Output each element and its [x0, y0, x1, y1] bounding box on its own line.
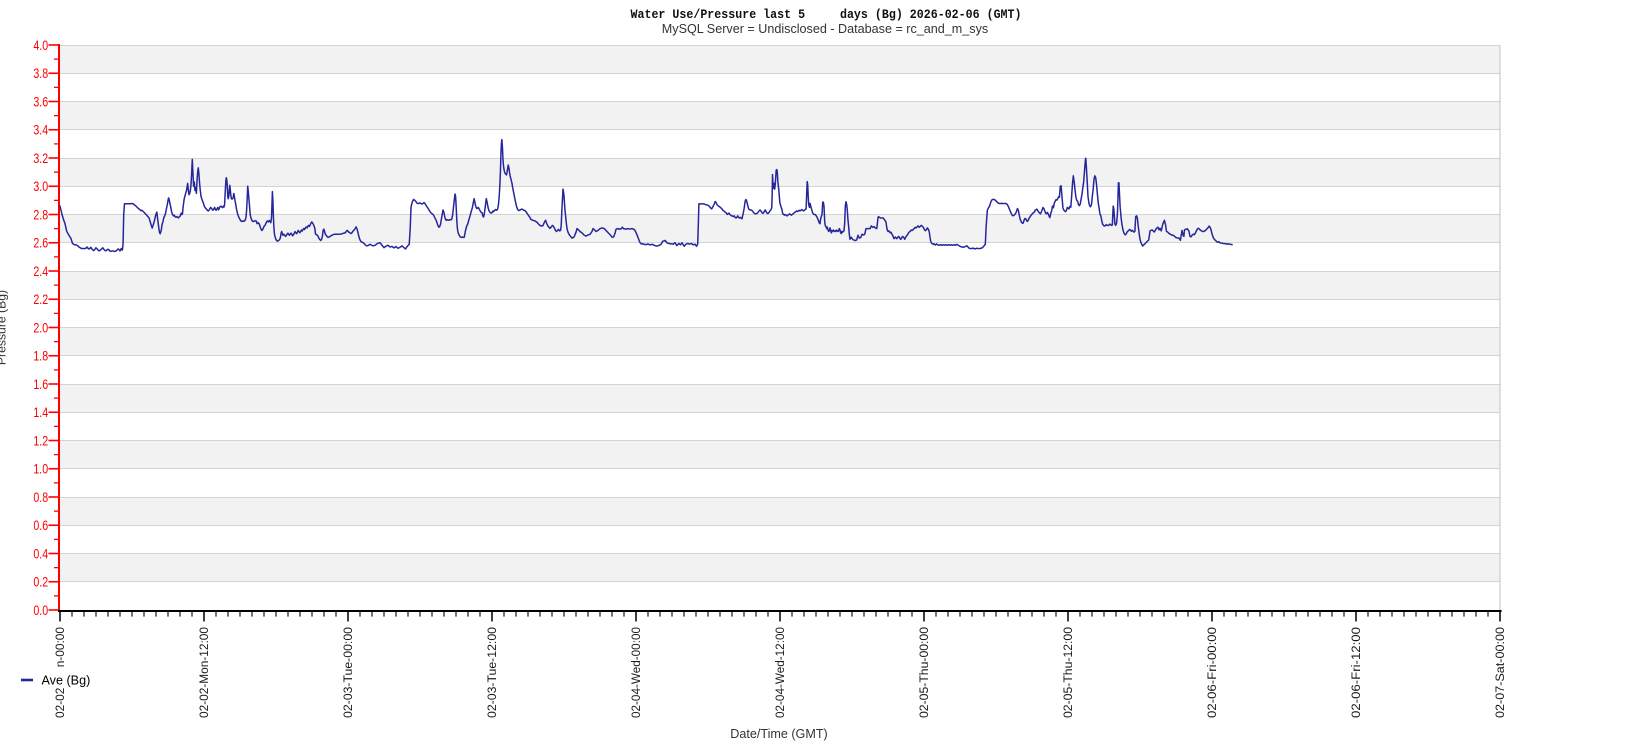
svg-text:02-05-Thu-00:00: 02-05-Thu-00:00 — [917, 627, 931, 718]
svg-text:02-06-Fri-12:00: 02-06-Fri-12:00 — [1349, 627, 1363, 718]
svg-text:3.6: 3.6 — [33, 94, 48, 109]
svg-text:2.6: 2.6 — [33, 236, 48, 251]
svg-text:2.4: 2.4 — [33, 264, 48, 279]
svg-text:02-03-Tue-00:00: 02-03-Tue-00:00 — [341, 627, 355, 718]
svg-text:02-05-Thu-12:00: 02-05-Thu-12:00 — [1061, 627, 1075, 718]
svg-text:0.6: 0.6 — [33, 518, 48, 533]
svg-text:Water Use/Pressure last 5: Water Use/Pressure last 5 days (Bg) 2026… — [631, 7, 1022, 22]
svg-text:3.4: 3.4 — [33, 123, 48, 138]
svg-text:2.8: 2.8 — [33, 207, 48, 222]
svg-text:2.0: 2.0 — [33, 320, 48, 335]
svg-text:02-03-Tue-12:00: 02-03-Tue-12:00 — [485, 627, 499, 718]
svg-text:Ave (Bg): Ave (Bg) — [42, 673, 91, 687]
svg-text:3.8: 3.8 — [33, 66, 48, 81]
svg-text:1.6: 1.6 — [33, 377, 48, 392]
svg-text:1.8: 1.8 — [33, 349, 48, 364]
svg-text:0.8: 0.8 — [33, 490, 48, 505]
svg-text:0.0: 0.0 — [33, 603, 48, 618]
svg-text:0.2: 0.2 — [33, 575, 48, 590]
svg-text:3.0: 3.0 — [33, 179, 48, 194]
svg-text:02-04-Wed-12:00: 02-04-Wed-12:00 — [773, 627, 787, 718]
svg-text:Pressure (Bg): Pressure (Bg) — [0, 290, 9, 365]
svg-text:1.2: 1.2 — [33, 433, 48, 448]
svg-text:4.0: 4.0 — [33, 38, 48, 53]
svg-text:MySQL Server = Undisclosed - D: MySQL Server = Undisclosed - Database = … — [662, 22, 988, 36]
svg-text:3.2: 3.2 — [33, 151, 48, 166]
svg-text:2.2: 2.2 — [33, 292, 48, 307]
svg-text:02-04-Wed-00:00: 02-04-Wed-00:00 — [629, 627, 643, 718]
svg-text:02-02-Mon-12:00: 02-02-Mon-12:00 — [197, 627, 211, 718]
svg-text:1.0: 1.0 — [33, 462, 48, 477]
svg-text:02-07-Sat-00:00: 02-07-Sat-00:00 — [1493, 627, 1507, 718]
svg-text:Date/Time (GMT): Date/Time (GMT) — [730, 727, 828, 741]
svg-text:1.4: 1.4 — [33, 405, 48, 420]
svg-text:02-06-Fri-00:00: 02-06-Fri-00:00 — [1205, 627, 1219, 718]
svg-text:0.4: 0.4 — [33, 546, 48, 561]
